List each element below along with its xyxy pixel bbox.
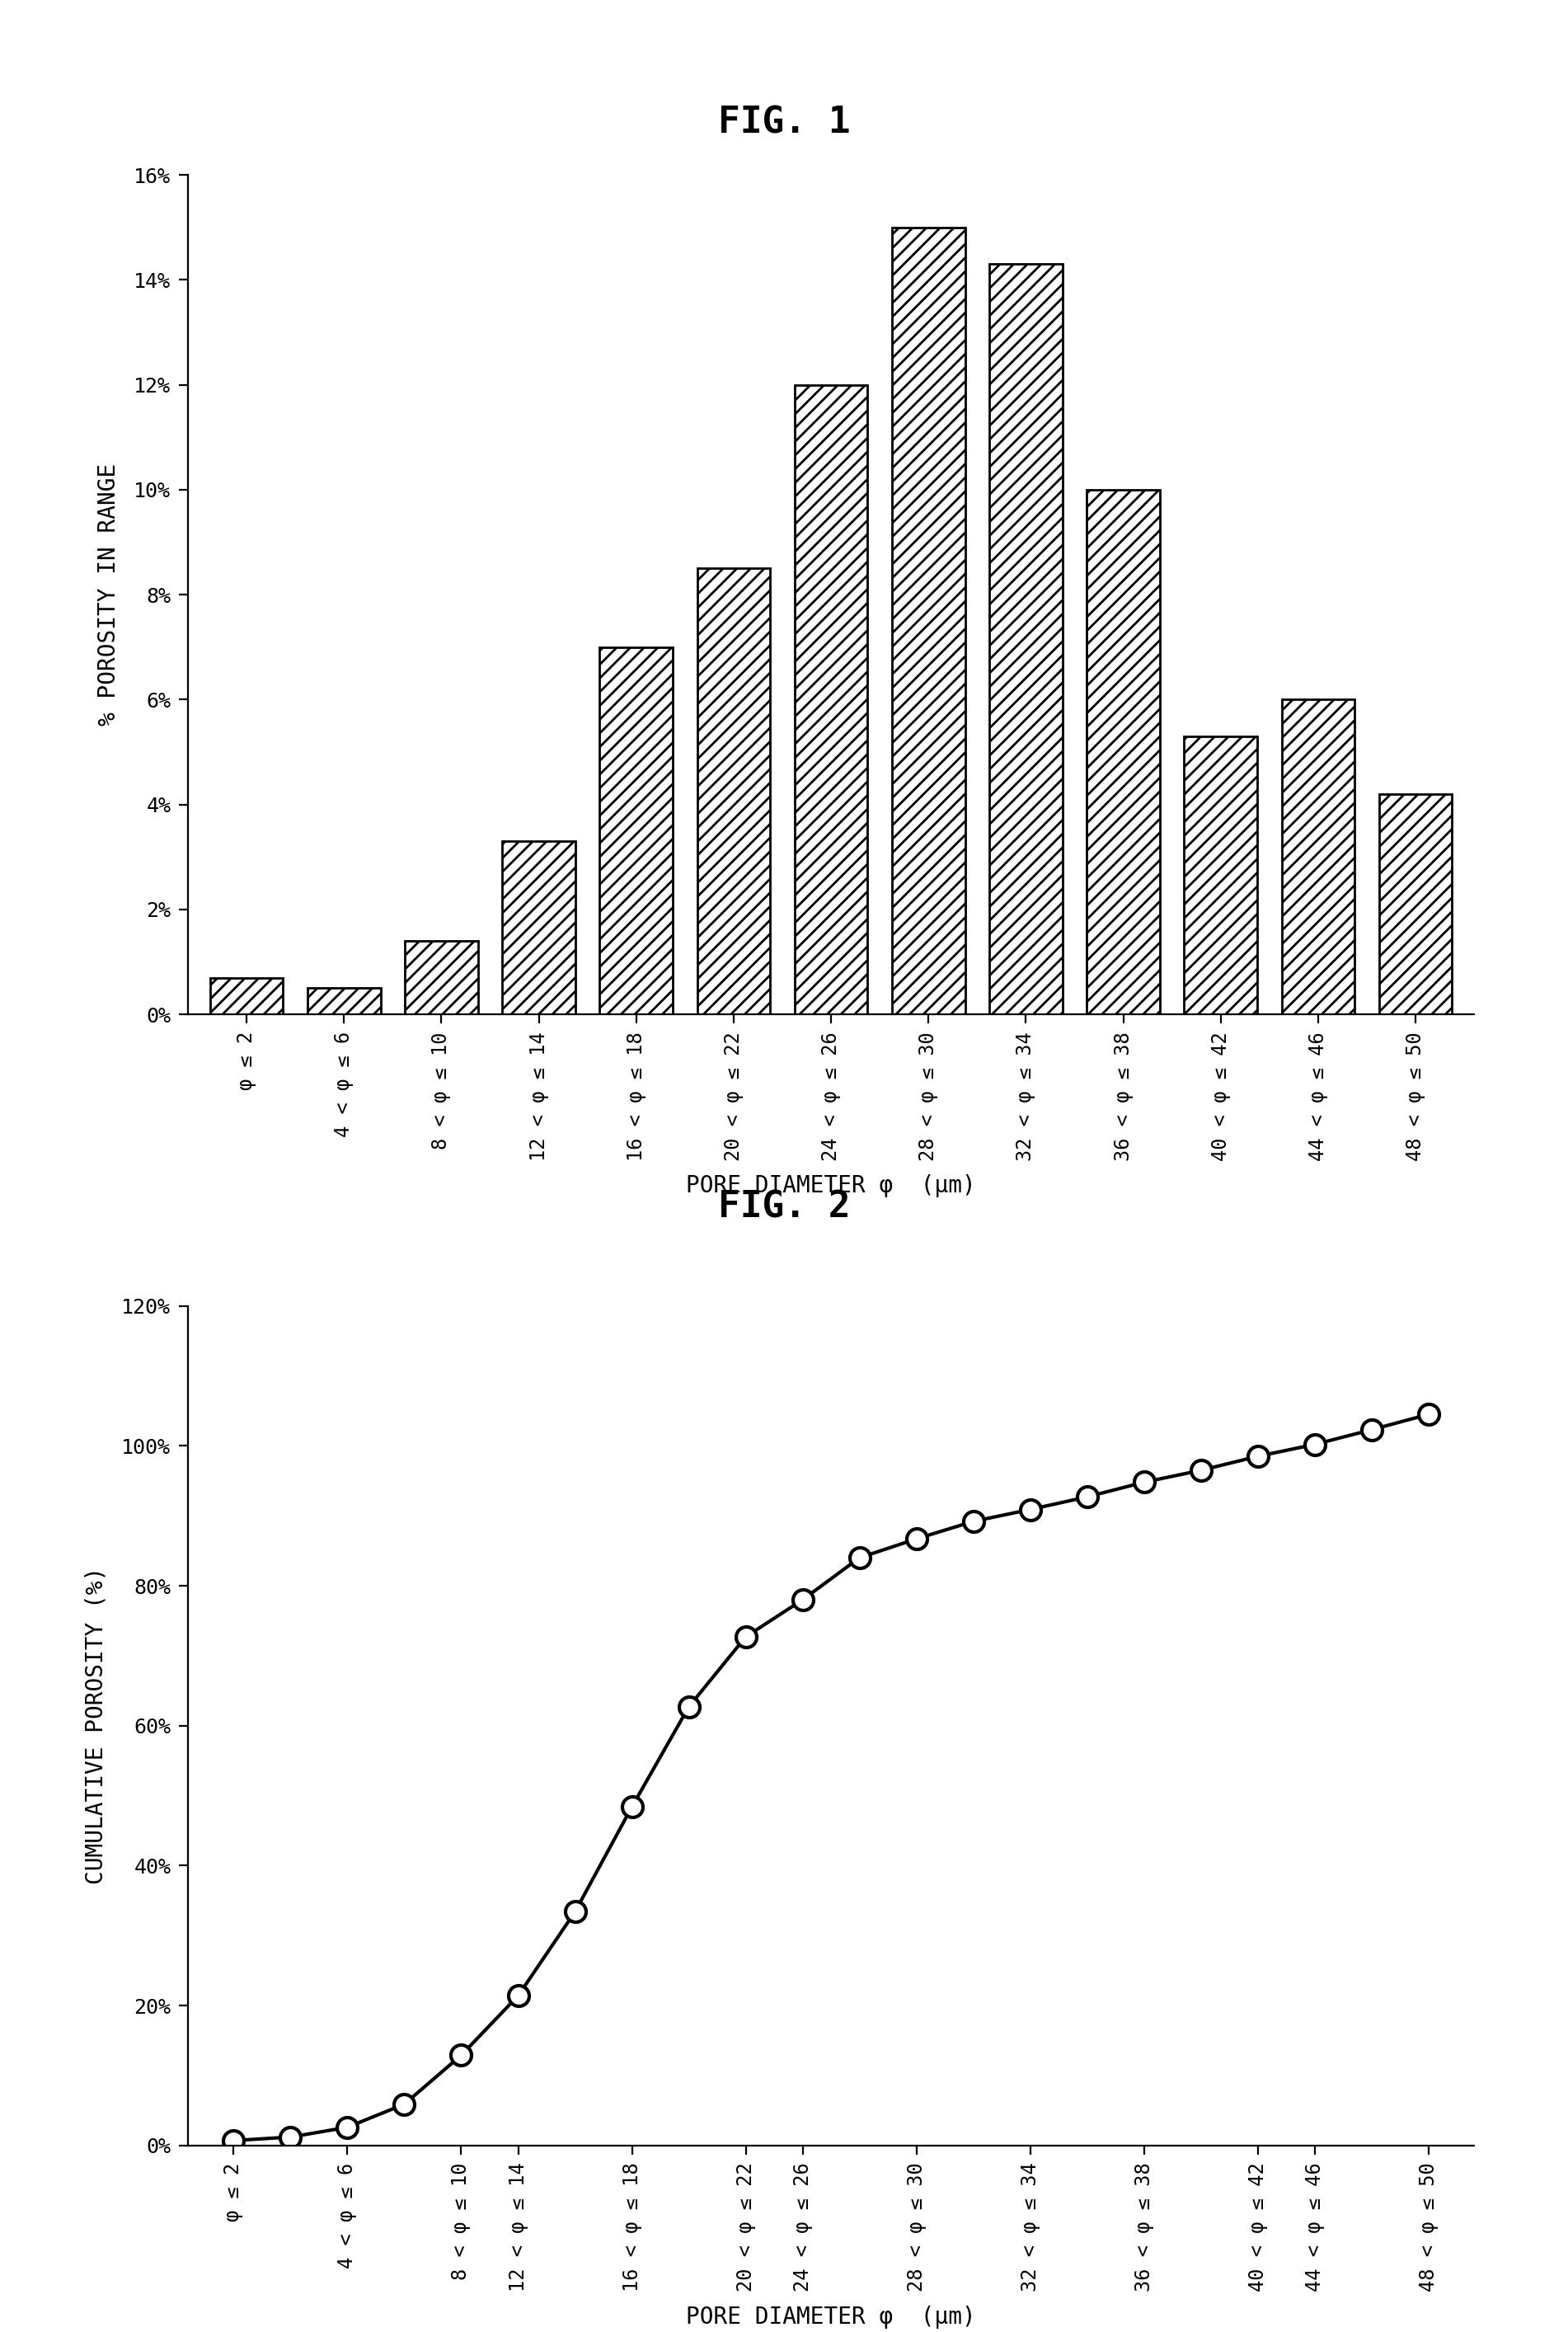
- Bar: [1281, 700, 1355, 1014]
- Bar: [1378, 793, 1452, 1014]
- Bar: [698, 569, 770, 1014]
- Bar: [1184, 737, 1258, 1014]
- Bar: [892, 229, 964, 1014]
- Text: FIG. 2: FIG. 2: [718, 1189, 850, 1224]
- Text: FIG. 1: FIG. 1: [718, 105, 850, 140]
- Bar: [1087, 490, 1160, 1014]
- Bar: [405, 942, 478, 1014]
- Y-axis label: CUMULATIVE POROSITY (%): CUMULATIVE POROSITY (%): [85, 1567, 108, 1884]
- Bar: [795, 385, 867, 1014]
- Bar: [599, 648, 673, 1014]
- Y-axis label: % POROSITY IN RANGE: % POROSITY IN RANGE: [97, 464, 121, 725]
- Bar: [307, 989, 381, 1014]
- X-axis label: PORE DIAMETER φ  (μm): PORE DIAMETER φ (μm): [687, 1175, 975, 1199]
- Bar: [989, 264, 1063, 1014]
- Bar: [210, 977, 284, 1014]
- Bar: [502, 842, 575, 1014]
- X-axis label: PORE DIAMETER φ  (μm): PORE DIAMETER φ (μm): [687, 2306, 975, 2330]
